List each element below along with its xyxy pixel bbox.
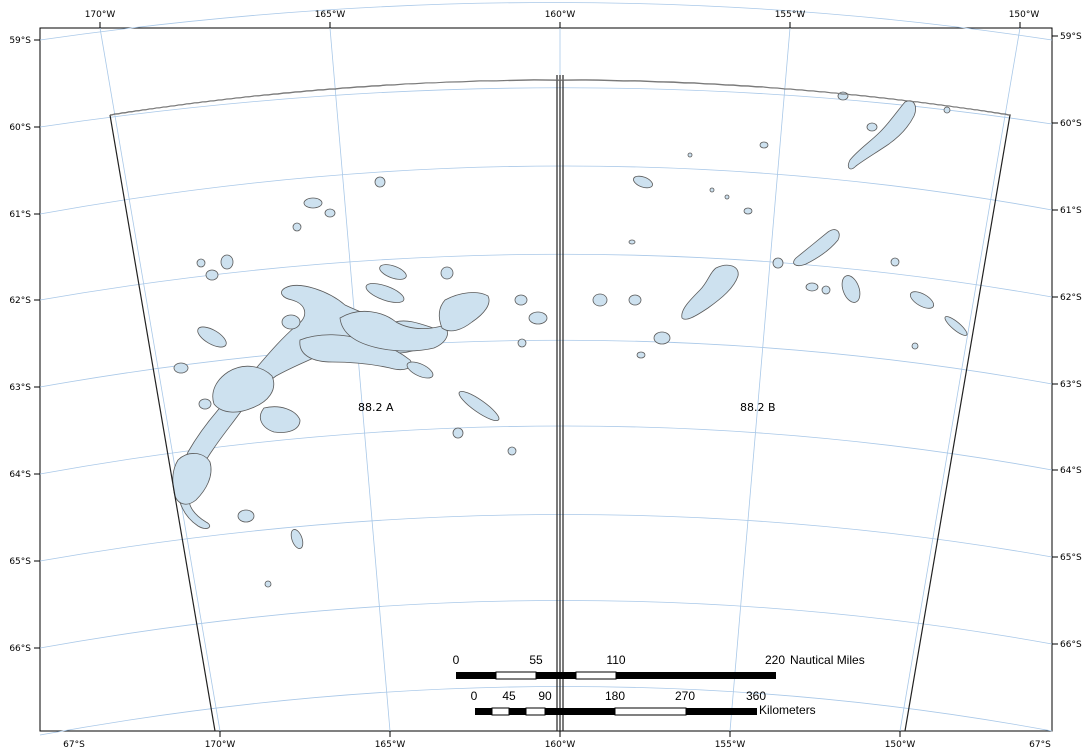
lat-label-left: 61°S xyxy=(9,210,31,220)
lon-label-top: 160°W xyxy=(545,10,576,20)
lon-label-bottom: 160°W xyxy=(545,740,576,750)
lat-label-left: 63°S xyxy=(9,383,31,393)
lon-label-top: 170°W xyxy=(85,10,116,20)
km-unit-label: Kilometers xyxy=(759,703,816,717)
area-boundary xyxy=(109,75,1011,732)
lon-label-bottom: 155°W xyxy=(715,740,746,750)
area-label-882b: 88.2 B xyxy=(740,401,776,414)
seamount-sw xyxy=(172,453,212,505)
map-frame xyxy=(39,27,1053,732)
seamount-southcluster xyxy=(212,365,275,413)
lat-label-bottom-left: 67°S xyxy=(63,740,85,750)
seamount-e-ridge xyxy=(793,229,840,266)
top-longitude-labels: 170°W 165°W 160°W 155°W 150°W xyxy=(85,10,1040,20)
lat-label-left: 60°S xyxy=(9,123,31,133)
lat-label-left: 65°S xyxy=(9,557,31,567)
lat-label-right: 63°S xyxy=(1060,380,1082,390)
lat-label-left: 62°S xyxy=(9,296,31,306)
area-label-882a: 88.2 A xyxy=(358,401,394,414)
scale-bar-nautical: 0 55 110 220 Nautical Miles xyxy=(453,653,865,680)
lat-label-left: 64°S xyxy=(9,470,31,480)
lat-label-left: 66°S xyxy=(9,644,31,654)
lat-label-right: 65°S xyxy=(1060,553,1082,563)
scale-bar-kilometers: 0 45 90 180 270 360 Kilometers xyxy=(471,689,816,717)
lat-label-right: 62°S xyxy=(1060,293,1082,303)
km-tick-label: 0 xyxy=(471,689,478,703)
seamount-south2 xyxy=(260,406,301,433)
km-tick-label: 90 xyxy=(538,689,552,703)
lon-label-bottom: 165°W xyxy=(375,740,406,750)
lat-label-right: 64°S xyxy=(1060,466,1082,476)
frame-ticks xyxy=(34,22,1058,737)
seamount-eastarc xyxy=(438,292,490,332)
lon-label-bottom: 150°W xyxy=(885,740,916,750)
lat-label-right: 66°S xyxy=(1060,640,1082,650)
nautical-tick-label: 55 xyxy=(529,653,543,667)
km-tick-label: 360 xyxy=(746,689,766,703)
lat-label-bottom-right: 67°S xyxy=(1029,740,1051,750)
seamount-east-blob xyxy=(339,310,448,352)
nautical-tick-label: 220 xyxy=(765,653,785,667)
lon-label-top: 155°W xyxy=(775,10,806,20)
left-latitude-labels: 59°S 60°S 61°S 62°S 63°S 64°S 65°S 66°S xyxy=(9,36,31,654)
lat-label-right: 60°S xyxy=(1060,119,1082,129)
km-tick-label: 45 xyxy=(502,689,516,703)
lon-label-top: 165°W xyxy=(315,10,346,20)
seamount-e-chain xyxy=(681,264,739,320)
lon-label-bottom: 170°W xyxy=(205,740,236,750)
lon-label-top: 150°W xyxy=(1009,10,1040,20)
nautical-unit-label: Nautical Miles xyxy=(790,653,865,667)
km-tick-label: 270 xyxy=(675,689,695,703)
lat-label-right: 59°S xyxy=(1060,32,1082,42)
lat-label-left: 59°S xyxy=(9,36,31,46)
right-latitude-labels: 59°S 60°S 61°S 62°S 63°S 64°S 65°S 66°S xyxy=(1060,32,1082,650)
bottom-longitude-labels: 67°S 170°W 165°W 160°W 155°W 150°W 67°S xyxy=(63,740,1051,750)
seamount-ne-ridge xyxy=(848,100,916,170)
km-tick-label: 180 xyxy=(605,689,625,703)
nautical-tick-label: 110 xyxy=(606,653,625,667)
seamount-features xyxy=(172,91,968,588)
nautical-tick-label: 0 xyxy=(453,653,460,667)
lat-label-right: 61°S xyxy=(1060,206,1082,216)
